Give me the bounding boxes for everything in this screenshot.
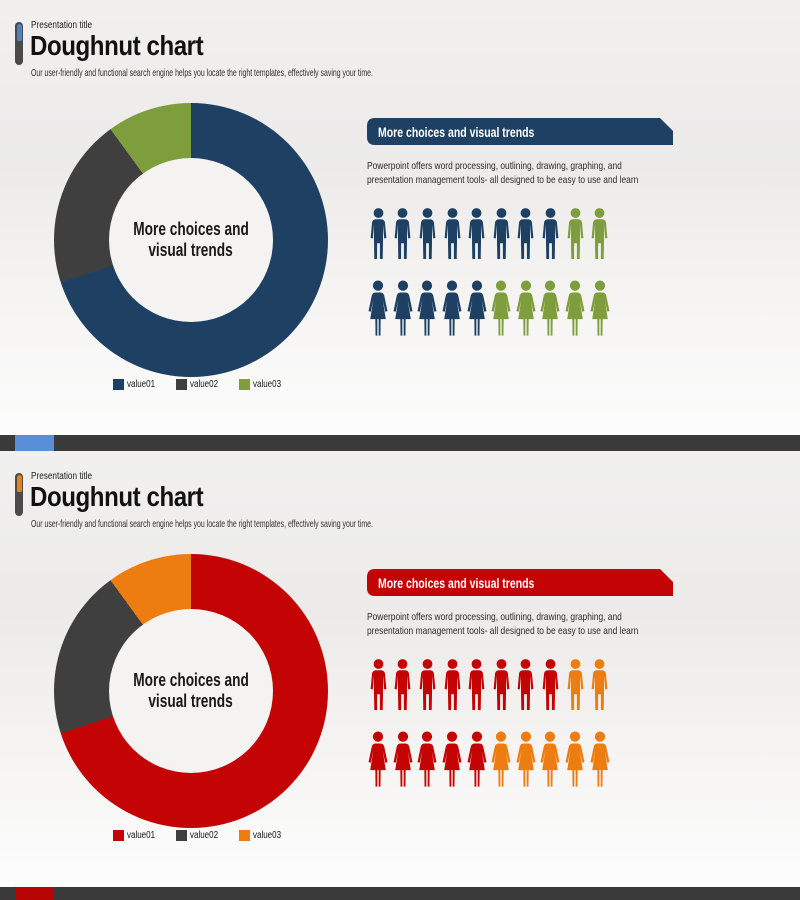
female-person-icon <box>514 280 539 337</box>
legend-swatch <box>113 830 124 841</box>
male-person-icon <box>440 657 465 713</box>
doughnut-center: More choices and visual trends <box>109 609 273 773</box>
legend-label: value02 <box>190 379 219 390</box>
slide-divider-bar <box>0 435 800 451</box>
legend-item: value01 <box>113 830 162 841</box>
section-body-text: Powerpoint offers word processing, outli… <box>367 610 639 638</box>
slide-divider-accent <box>15 435 54 451</box>
legend-label: value03 <box>253 379 282 390</box>
female-person-icon <box>563 280 588 337</box>
male-icons-row <box>366 657 612 713</box>
legend-label: value03 <box>253 830 282 841</box>
doughnut-center: More choices and visual trends <box>109 158 273 322</box>
female-person-icon <box>440 731 465 788</box>
eyebrow-label: Presentation title <box>31 20 93 31</box>
female-person-icon <box>489 280 514 337</box>
legend-item: value03 <box>239 379 288 390</box>
female-person-icon <box>391 280 416 337</box>
female-icons-row <box>366 280 612 337</box>
male-person-icon <box>415 206 440 262</box>
doughnut-chart: More choices and visual trends <box>54 554 328 828</box>
legend-swatch <box>113 379 124 390</box>
female-icons-row <box>366 731 612 788</box>
legend-item: value02 <box>176 379 225 390</box>
male-person-icon <box>514 657 539 713</box>
slide-subtitle: Our user-friendly and functional search … <box>31 518 373 530</box>
slide-title: Doughnut chart <box>30 30 204 61</box>
male-person-icon <box>366 657 391 713</box>
legend-item: value03 <box>239 830 288 841</box>
section-banner-title: More choices and visual trends <box>378 574 535 591</box>
slide-title: Doughnut chart <box>30 481 204 512</box>
female-person-icon <box>563 731 588 788</box>
legend-swatch <box>239 830 251 841</box>
section-banner-title: More choices and visual trends <box>378 123 535 140</box>
male-person-icon <box>489 657 514 713</box>
doughnut-center-line2: visual trends <box>148 691 234 711</box>
male-person-icon <box>587 206 612 262</box>
female-person-icon <box>514 731 539 788</box>
male-person-icon <box>587 657 612 713</box>
slide-bottom: Presentation title Doughnut chart Our us… <box>0 451 800 887</box>
female-person-icon <box>366 731 391 788</box>
female-person-icon <box>464 731 489 788</box>
doughnut-center-line2: visual trends <box>148 240 234 260</box>
legend-swatch <box>176 830 188 841</box>
male-person-icon <box>391 206 416 262</box>
male-person-icon <box>563 657 588 713</box>
male-person-icon <box>366 206 391 262</box>
legend-item: value01 <box>113 379 162 390</box>
chart-legend: value01 value02 value03 <box>113 830 288 841</box>
female-person-icon <box>415 280 440 337</box>
male-person-icon <box>538 657 563 713</box>
male-person-icon <box>440 206 465 262</box>
legend-swatch <box>176 379 188 390</box>
slide-subtitle: Our user-friendly and functional search … <box>31 67 373 79</box>
legend-label: value01 <box>127 830 156 841</box>
female-person-icon <box>391 731 416 788</box>
male-person-icon <box>391 657 416 713</box>
bottom-bar <box>0 887 800 900</box>
eyebrow-label: Presentation title <box>31 471 93 482</box>
doughnut-center-line1: More choices and <box>133 219 249 239</box>
legend-swatch <box>239 379 251 390</box>
female-person-icon <box>538 731 563 788</box>
female-person-icon <box>366 280 391 337</box>
section-banner: More choices and visual trends <box>367 118 673 145</box>
female-person-icon <box>587 280 612 337</box>
male-person-icon <box>514 206 539 262</box>
legend-label: value02 <box>190 830 219 841</box>
male-person-icon <box>464 657 489 713</box>
female-person-icon <box>415 731 440 788</box>
male-person-icon <box>415 657 440 713</box>
doughnut-chart: More choices and visual trends <box>54 103 328 377</box>
male-person-icon <box>489 206 514 262</box>
male-icons-row <box>366 206 612 262</box>
female-person-icon <box>489 731 514 788</box>
legend-item: value02 <box>176 830 225 841</box>
legend-label: value01 <box>127 379 156 390</box>
accent-pill-top <box>16 23 22 41</box>
female-person-icon <box>464 280 489 337</box>
section-body-text: Powerpoint offers word processing, outli… <box>367 159 639 187</box>
doughnut-center-line1: More choices and <box>133 670 249 690</box>
female-person-icon <box>440 280 465 337</box>
male-person-icon <box>464 206 489 262</box>
accent-pill <box>15 473 23 516</box>
bottom-bar-accent <box>15 887 54 900</box>
female-person-icon <box>587 731 612 788</box>
chart-legend: value01 value02 value03 <box>113 379 288 390</box>
male-person-icon <box>563 206 588 262</box>
female-person-icon <box>538 280 563 337</box>
male-person-icon <box>538 206 563 262</box>
accent-pill-top <box>16 474 22 492</box>
accent-pill <box>15 22 23 65</box>
section-banner: More choices and visual trends <box>367 569 673 596</box>
slide-top: Presentation title Doughnut chart Our us… <box>0 0 800 435</box>
